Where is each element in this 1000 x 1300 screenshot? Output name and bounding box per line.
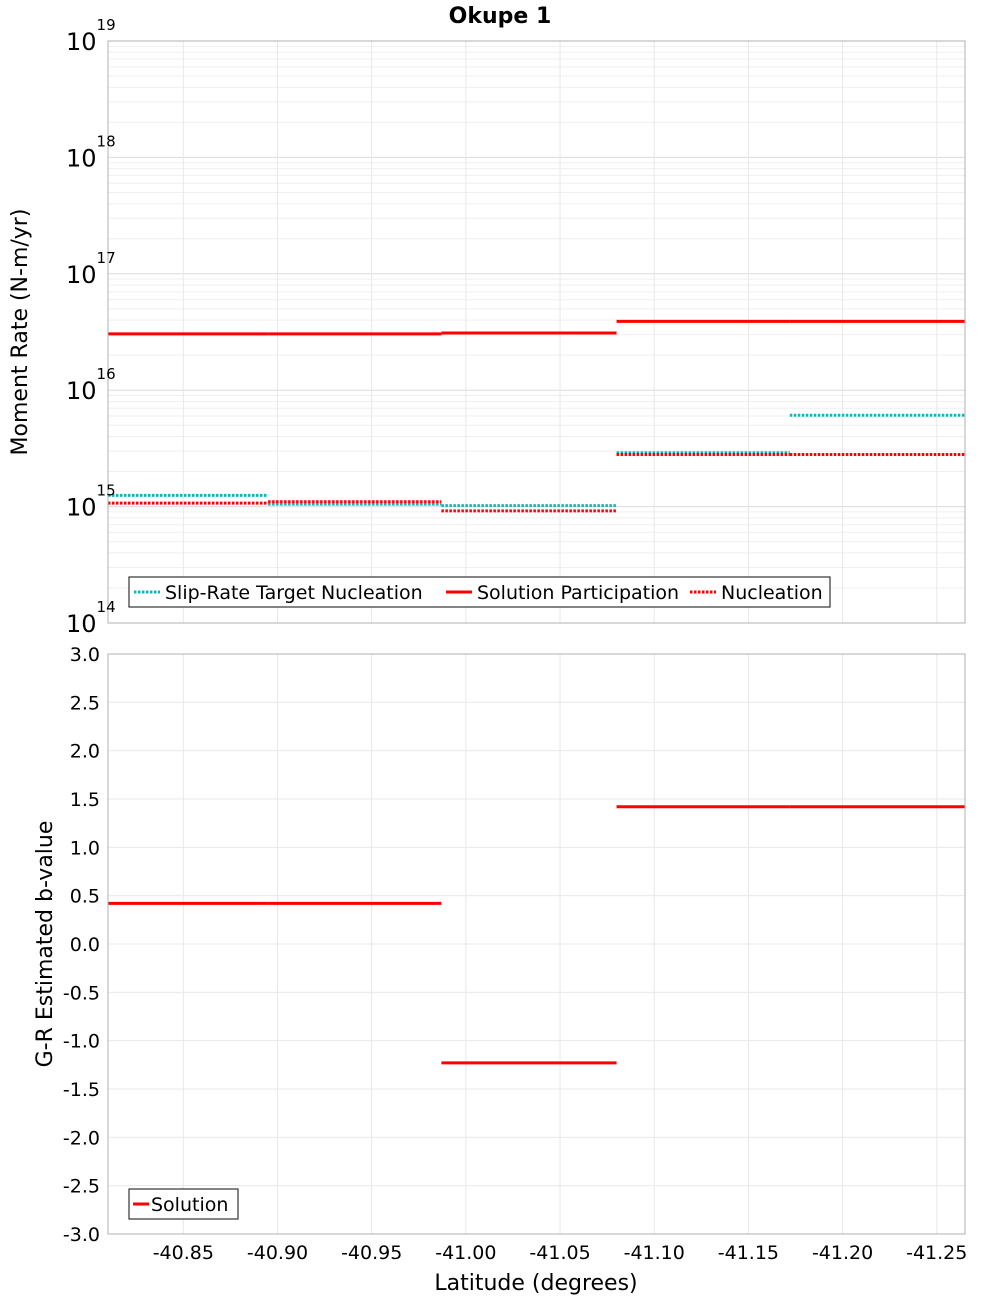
- top-y-tick-label: 1016: [66, 365, 116, 405]
- x-tick-label: -41.00: [435, 1242, 496, 1264]
- top-y-axis-label: Moment Rate (N-m/yr): [8, 209, 33, 456]
- x-tick-label: -41.25: [906, 1242, 967, 1264]
- bottom-y-tick-label: -3.0: [63, 1224, 100, 1246]
- bottom-y-tick-label: -2.5: [63, 1176, 100, 1198]
- bottom-y-tick-label: 0.5: [70, 886, 100, 908]
- top-y-tick-label: 1017: [66, 249, 116, 289]
- x-tick-labels: -40.85 -40.90 -40.95 -41.00 -41.05 -41.10 -41.…: [153, 1242, 968, 1264]
- bottom-y-tick-label: 3.0: [70, 644, 100, 666]
- x-axis-label: Latitude (degrees): [434, 1271, 637, 1296]
- bottom-y-tick-label: 2.5: [70, 692, 100, 714]
- x-tick-label: -41.10: [624, 1242, 685, 1264]
- top-y-tick-label: 1014: [66, 598, 116, 638]
- bottom-y-tick-label: -1.5: [63, 1079, 100, 1101]
- x-tick-label: -41.05: [529, 1242, 590, 1264]
- x-tick-label: -40.95: [341, 1242, 402, 1264]
- bottom-legend-label-0: Solution: [151, 1194, 228, 1216]
- bottom-y-tick-labels: 3.0 2.5 2.0 1.5 1.0 0.5 0.0 -0.5 -1.0 -1.5 -2.0 -2.…: [63, 644, 100, 1246]
- x-tick-label: -41.15: [718, 1242, 779, 1264]
- x-tick-label: -40.85: [153, 1242, 214, 1264]
- top-legend-box: [128, 576, 831, 608]
- bottom-plot-series: [108, 805, 965, 1065]
- top-legend-label-0: Slip-Rate Target Nucleation: [165, 582, 423, 604]
- bottom-plot-frame: [107, 653, 966, 1235]
- top-legend-label-1: Solution Participation: [477, 582, 679, 604]
- bottom-legend: Solution: [128, 1188, 239, 1220]
- x-tick-label: -41.20: [812, 1242, 873, 1264]
- bottom-y-tick-label: -2.0: [63, 1127, 100, 1149]
- top-legend: Slip-Rate Target Nucleation Solution Part…: [128, 576, 831, 608]
- x-tick-label: -40.90: [247, 1242, 308, 1264]
- bottom-y-tick-label: 2.0: [70, 741, 100, 763]
- bottom-y-tick-label: -0.5: [63, 982, 100, 1004]
- top-plot-series: [108, 319, 965, 513]
- top-y-tick-label: 1019: [66, 16, 116, 56]
- bottom-y-tick-label: 1.5: [70, 789, 100, 811]
- top-y-tick-label: 1018: [66, 132, 116, 172]
- top-plot-frame: [107, 40, 966, 624]
- bottom-y-tick-label: 0.0: [70, 934, 100, 956]
- top-y-tick-label: 1015: [66, 482, 116, 522]
- bottom-y-tick-label: -1.0: [63, 1031, 100, 1053]
- bottom-y-axis-label: G-R Estimated b-value: [33, 821, 58, 1068]
- bottom-plot-grid: [108, 653, 965, 1235]
- chart-title: Okupe 1: [449, 4, 552, 29]
- top-legend-label-2: Nucleation: [721, 582, 823, 604]
- top-plot-grid: [108, 41, 965, 624]
- top-y-tick-labels: 1014 1015 1016 1017 1018 1019: [66, 16, 116, 638]
- bottom-y-tick-label: 1.0: [70, 837, 100, 859]
